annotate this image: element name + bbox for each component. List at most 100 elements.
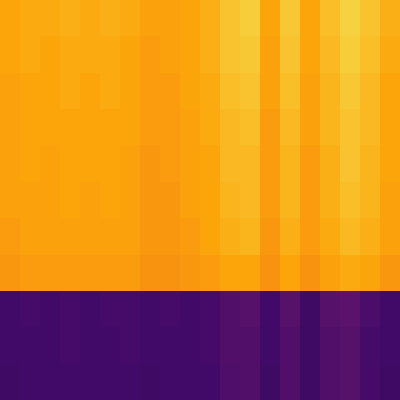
cell — [280, 364, 301, 400]
cell — [80, 36, 101, 73]
cell — [280, 218, 301, 255]
cell — [340, 218, 361, 255]
cell — [260, 327, 281, 364]
cell — [0, 109, 21, 146]
cell — [100, 218, 121, 255]
cell — [280, 291, 301, 328]
cell — [340, 291, 361, 328]
cell — [100, 182, 121, 219]
cell — [240, 218, 261, 255]
cell — [220, 291, 241, 328]
cell — [220, 145, 241, 182]
cell — [280, 73, 301, 110]
cell — [100, 291, 121, 328]
cell — [240, 145, 261, 182]
cell — [340, 36, 361, 73]
cell — [200, 145, 221, 182]
cell — [220, 109, 241, 146]
cell — [180, 291, 201, 328]
cell — [160, 182, 181, 219]
cell — [200, 291, 221, 328]
cell — [0, 291, 21, 328]
cell — [60, 73, 81, 110]
cell — [180, 182, 201, 219]
cell — [60, 364, 81, 400]
cell — [280, 327, 301, 364]
cell — [380, 0, 400, 37]
cell — [60, 255, 81, 292]
cell — [380, 327, 400, 364]
cell — [80, 364, 101, 400]
cell — [140, 73, 161, 110]
cell — [220, 0, 241, 37]
cell — [140, 109, 161, 146]
cell — [300, 36, 321, 73]
cell — [100, 36, 121, 73]
cell — [320, 291, 341, 328]
cell — [20, 73, 41, 110]
cell — [120, 145, 141, 182]
cell — [20, 0, 41, 37]
cell — [360, 0, 381, 37]
cell — [40, 0, 61, 37]
cell — [20, 182, 41, 219]
cell — [120, 364, 141, 400]
cell — [100, 145, 121, 182]
cell — [340, 364, 361, 400]
cell — [300, 109, 321, 146]
cell — [360, 364, 381, 400]
cell — [360, 218, 381, 255]
cell — [340, 255, 361, 292]
cell — [300, 327, 321, 364]
cell — [180, 218, 201, 255]
cell — [40, 218, 61, 255]
cell — [40, 364, 61, 400]
cell — [320, 327, 341, 364]
cell — [300, 291, 321, 328]
cell — [280, 145, 301, 182]
cell — [140, 291, 161, 328]
cell — [160, 364, 181, 400]
cell — [60, 182, 81, 219]
cell — [360, 109, 381, 146]
cell — [360, 73, 381, 110]
cell — [0, 327, 21, 364]
cell — [140, 36, 161, 73]
cell — [40, 73, 61, 110]
cell — [380, 364, 400, 400]
cell — [160, 291, 181, 328]
cell — [0, 145, 21, 182]
cell — [100, 364, 121, 400]
cell — [80, 255, 101, 292]
cell — [20, 255, 41, 292]
cell — [80, 291, 101, 328]
cell — [120, 109, 141, 146]
cell — [300, 182, 321, 219]
cell — [0, 36, 21, 73]
cell — [380, 218, 400, 255]
cell — [200, 218, 221, 255]
cell — [200, 36, 221, 73]
cells — [0, 0, 400, 400]
cell — [240, 109, 261, 146]
cell — [380, 73, 400, 110]
cell — [260, 36, 281, 73]
cell — [120, 0, 141, 37]
cell — [80, 109, 101, 146]
cell — [100, 0, 121, 37]
cell — [180, 73, 201, 110]
cell — [220, 218, 241, 255]
cell — [320, 109, 341, 146]
cell — [260, 255, 281, 292]
cell — [120, 327, 141, 364]
cell — [380, 109, 400, 146]
cell — [0, 255, 21, 292]
cell — [140, 145, 161, 182]
cell — [80, 0, 101, 37]
cell — [120, 182, 141, 219]
cell — [360, 36, 381, 73]
cell — [260, 73, 281, 110]
cell — [220, 182, 241, 219]
cell — [340, 327, 361, 364]
cell — [180, 145, 201, 182]
